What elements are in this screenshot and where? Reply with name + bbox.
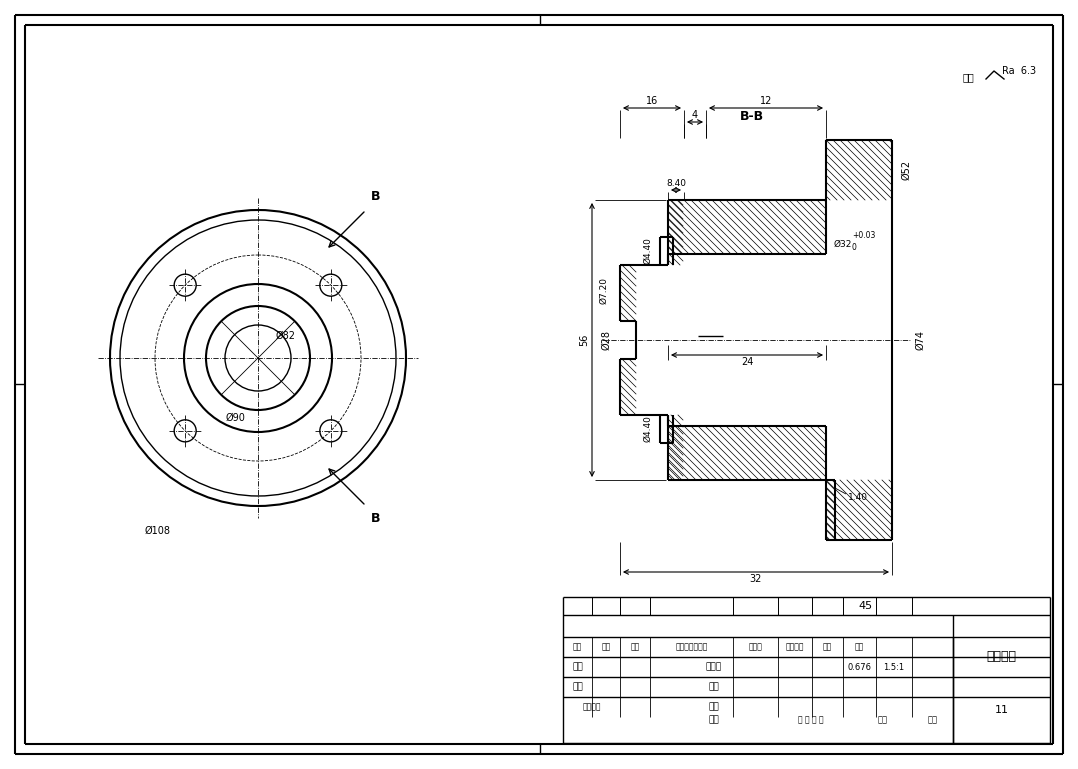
Text: Ø4.40: Ø4.40 (644, 238, 652, 265)
Text: 阶段标记: 阶段标记 (786, 643, 804, 651)
Text: 1.40: 1.40 (848, 494, 868, 502)
Text: 其余: 其余 (963, 72, 975, 82)
Text: 批准: 批准 (708, 715, 719, 724)
Text: 替代: 替代 (927, 715, 938, 724)
Text: Ø28: Ø28 (602, 330, 611, 350)
Text: 0.676: 0.676 (847, 663, 871, 671)
Text: 处数: 处数 (602, 643, 610, 651)
Text: 16: 16 (646, 96, 659, 106)
Text: Ø108: Ø108 (146, 526, 171, 536)
Text: 设计: 设计 (572, 663, 583, 671)
Text: 共 张 第 张: 共 张 第 张 (798, 715, 824, 724)
Text: 45: 45 (858, 601, 872, 611)
Text: +0.03: +0.03 (852, 231, 875, 241)
Text: 更改文件号签名: 更改文件号签名 (675, 643, 707, 651)
Text: 11: 11 (995, 705, 1009, 715)
Text: 12: 12 (760, 96, 772, 106)
Text: Ø90: Ø90 (226, 413, 246, 423)
Text: 工艺: 工艺 (708, 683, 719, 691)
Text: Ø74: Ø74 (915, 330, 925, 350)
Text: Ø82: Ø82 (276, 331, 296, 341)
Text: 主管设计: 主管设计 (582, 703, 600, 711)
Text: Ø32: Ø32 (834, 239, 853, 248)
Text: 4: 4 (692, 110, 699, 120)
Text: 比例: 比例 (855, 643, 865, 651)
Text: 32: 32 (750, 574, 762, 584)
Text: 标准化: 标准化 (706, 663, 722, 671)
Text: 审核: 审核 (708, 703, 719, 711)
Text: B: B (371, 189, 381, 202)
Text: 标记: 标记 (572, 643, 582, 651)
Text: 分区: 分区 (631, 643, 639, 651)
Text: 年月日: 年月日 (748, 643, 762, 651)
Text: Ø7.20: Ø7.20 (599, 277, 608, 304)
Text: 校核: 校核 (572, 683, 583, 691)
Text: B-B: B-B (740, 111, 764, 124)
Text: 8.40: 8.40 (666, 178, 686, 188)
Text: Ø52: Ø52 (901, 160, 911, 180)
Text: 56: 56 (579, 334, 589, 346)
Text: 1.5:1: 1.5:1 (884, 663, 904, 671)
Text: 驱动法兰: 驱动法兰 (986, 651, 1017, 664)
Text: Ra  6.3: Ra 6.3 (1001, 66, 1036, 76)
Text: 重量: 重量 (823, 643, 832, 651)
Text: B: B (371, 511, 381, 524)
Text: 0: 0 (852, 244, 857, 252)
Text: Ø4.40: Ø4.40 (644, 415, 652, 442)
Text: 24: 24 (741, 357, 754, 367)
Text: 版本: 版本 (877, 715, 887, 724)
